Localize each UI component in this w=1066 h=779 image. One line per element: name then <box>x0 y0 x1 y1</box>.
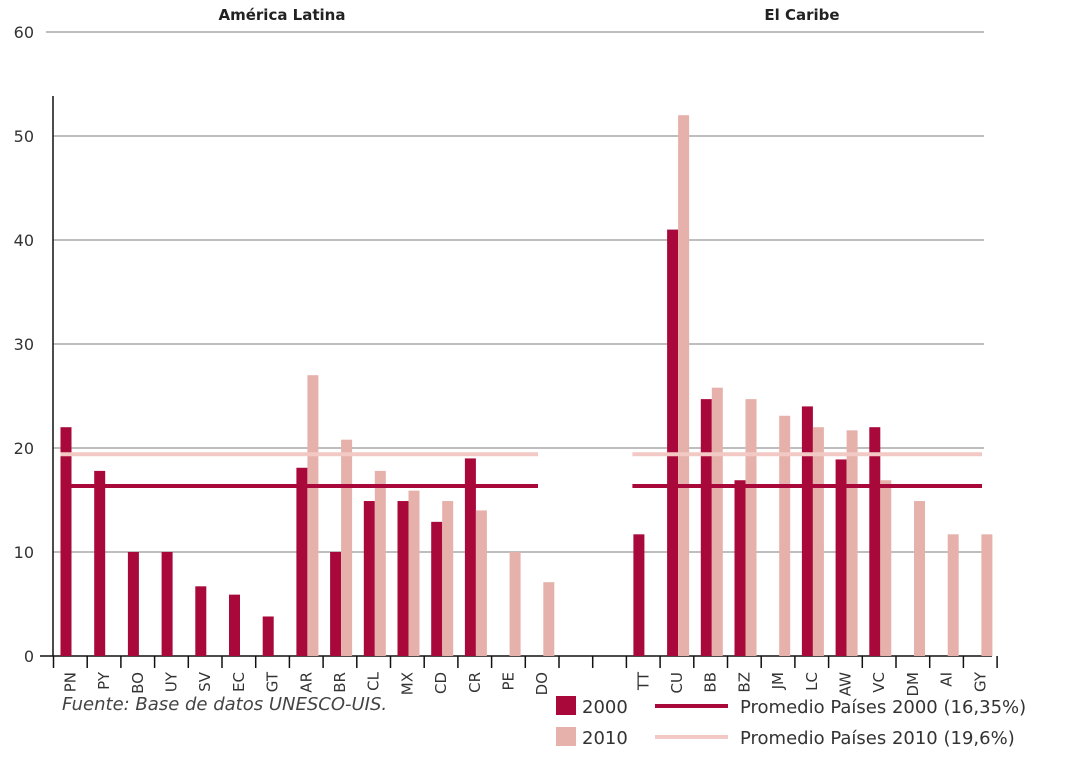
y-tick-label: 60 <box>14 23 34 42</box>
x-tick-label: SV <box>196 671 214 692</box>
bar-2000-cl <box>363 501 375 656</box>
y-tick-label: 10 <box>14 543 34 562</box>
bar-2000-sv <box>195 586 207 656</box>
x-tick-label: BB <box>702 672 720 693</box>
legend-label-average-2010: Promedio Países 2010 (19,6%) <box>740 728 1015 749</box>
x-tick-label: PE <box>499 672 517 691</box>
y-tick-label: 40 <box>14 231 34 250</box>
bar-2010-jm <box>779 415 791 656</box>
y-tick-label: 30 <box>14 335 34 354</box>
x-tick-label: DO <box>533 672 551 695</box>
x-tick-label: CD <box>432 672 450 694</box>
x-tick-label: GT <box>264 671 282 692</box>
x-tick-label: DM <box>904 672 922 697</box>
bar-2010-cd <box>442 501 454 656</box>
bar-2000-bz <box>734 480 746 656</box>
x-tick-label: BR <box>331 672 349 693</box>
y-tick-label: 50 <box>14 127 34 146</box>
x-tick-label: MX <box>398 672 416 695</box>
bar-2010-gy <box>981 534 993 656</box>
bar-2000-gt <box>262 616 274 656</box>
x-tick-label: BZ <box>735 672 753 693</box>
grid-lines <box>46 31 984 553</box>
x-tick-label: EC <box>230 672 248 692</box>
y-tick-label: 20 <box>14 439 34 458</box>
x-tick-label: PN <box>61 672 79 692</box>
x-tick-label: PY <box>95 671 113 690</box>
bar-2000-ec <box>229 594 240 656</box>
bar-2010-vc <box>880 480 892 656</box>
x-tick-label: AR <box>297 672 315 693</box>
legend-swatch-2010 <box>556 727 576 746</box>
bar-2000-pn <box>60 427 72 656</box>
bar-2000-ar <box>296 467 308 656</box>
bar-2000-br <box>330 552 342 656</box>
bars <box>60 115 993 656</box>
x-tick-label: UY <box>162 671 180 692</box>
bar-2010-do <box>543 582 555 656</box>
bar-2010-cu <box>678 115 690 656</box>
bar-2000-cu <box>667 229 679 656</box>
bar-2010-lc <box>812 427 824 656</box>
bar-2010-dm <box>914 501 925 656</box>
x-tick-label: CR <box>466 672 484 693</box>
y-tick-label: 0 <box>24 647 34 666</box>
bar-2000-lc <box>801 406 813 656</box>
legend: 2000 2010 Promedio Países 2000 (16,35%) … <box>556 696 1026 749</box>
legend-swatch-2000 <box>556 696 576 715</box>
bar-2000-tt <box>633 534 645 656</box>
source-note: Fuente: Base de datos UNESCO-UIS. <box>62 694 387 715</box>
bar-2010-mx <box>408 490 420 656</box>
bar-2000-vc <box>869 427 881 656</box>
legend-label-2000: 2000 <box>582 697 628 718</box>
bar-2010-ai <box>947 534 959 656</box>
legend-label-2010: 2010 <box>582 728 628 749</box>
bar-2010-cl <box>374 470 386 656</box>
x-tick-label: CU <box>668 672 686 693</box>
legend-label-average-2000: Promedio Países 2000 (16,35%) <box>740 697 1026 718</box>
bar-2010-bz <box>745 399 757 656</box>
group-title: América Latina <box>219 6 346 24</box>
bar-2000-mx <box>397 501 409 656</box>
x-tick-label: AW <box>836 672 854 696</box>
bar-2010-br <box>341 439 353 656</box>
group-title: El Caribe <box>764 6 839 24</box>
x-tick-label: TT <box>634 671 652 691</box>
bar-2010-cr <box>475 510 487 656</box>
bar-2010-aw <box>846 430 858 656</box>
x-tick-label: BO <box>129 672 147 694</box>
bar-2000-cr <box>464 458 476 656</box>
bar-2000-cd <box>431 521 443 656</box>
x-tick-label: GY <box>971 671 989 692</box>
bar-2000-bo <box>127 552 139 656</box>
bar-2000-aw <box>835 459 847 656</box>
x-tick-label: AI <box>938 672 956 687</box>
bar-2000-uy <box>161 552 173 656</box>
x-tick-label: VC <box>870 672 888 693</box>
x-tick-label: CL <box>365 671 383 690</box>
bar-2000-py <box>94 470 106 656</box>
labels: 0 10 20 30 40 50 60 PN PY BO UY SV EC GT AR BR CL MX CD CR P… <box>14 6 990 697</box>
x-tick-label: JM <box>769 672 787 690</box>
x-tick-label: LC <box>803 672 821 691</box>
bar-2010-pe <box>509 552 521 656</box>
bar-2010-bb <box>711 387 723 656</box>
bar-2010-ar <box>307 375 319 656</box>
bar-2000-bb <box>700 399 712 656</box>
average-lines <box>60 452 982 488</box>
